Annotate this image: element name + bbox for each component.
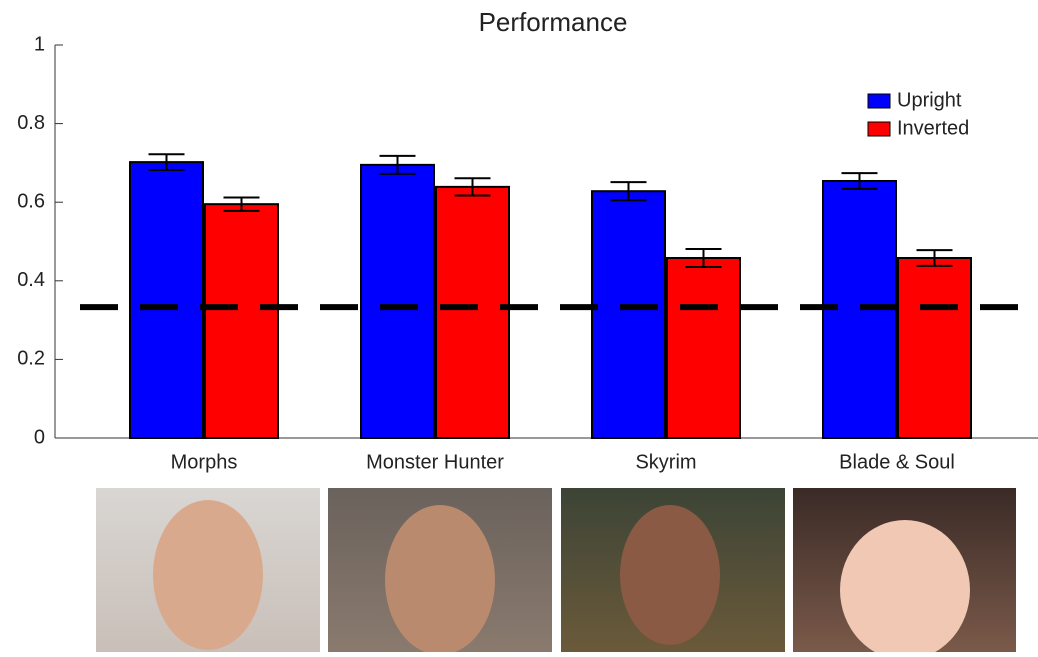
face-image	[620, 505, 720, 645]
bar	[897, 257, 972, 440]
y-tick-label: 1	[34, 33, 45, 55]
error-bar	[223, 196, 260, 212]
error-bar	[148, 153, 185, 171]
error-bar	[916, 249, 953, 267]
error-bar	[841, 172, 878, 190]
legend-label: Inverted	[897, 117, 969, 139]
bar	[591, 190, 666, 439]
y-tick-label: 0.4	[17, 269, 45, 291]
face-image	[385, 505, 495, 655]
chart-title: Performance	[479, 7, 628, 37]
bar	[129, 161, 204, 439]
y-tick-label: 0.8	[17, 112, 45, 134]
legend-swatch	[867, 121, 891, 137]
error-bar	[685, 247, 722, 269]
x-tick-label: Blade & Soul	[839, 451, 955, 473]
error-bar	[454, 177, 491, 197]
bar	[666, 257, 741, 440]
face-image	[153, 500, 263, 650]
legend-swatch	[867, 93, 891, 109]
x-tick-label: Monster Hunter	[366, 451, 504, 473]
x-tick-label: Skyrim	[635, 451, 696, 473]
face-images	[96, 488, 1016, 657]
legend-label: Upright	[897, 89, 962, 111]
bar	[360, 163, 435, 440]
bar	[204, 203, 279, 439]
face-image	[840, 520, 970, 657]
bar	[435, 185, 510, 439]
x-tick-label: Morphs	[171, 451, 238, 473]
y-tick-label: 0	[34, 426, 45, 448]
y-tick-label: 0.2	[17, 348, 45, 370]
error-bar	[610, 181, 647, 202]
error-bar	[379, 154, 416, 175]
y-tick-label: 0.6	[17, 190, 45, 212]
